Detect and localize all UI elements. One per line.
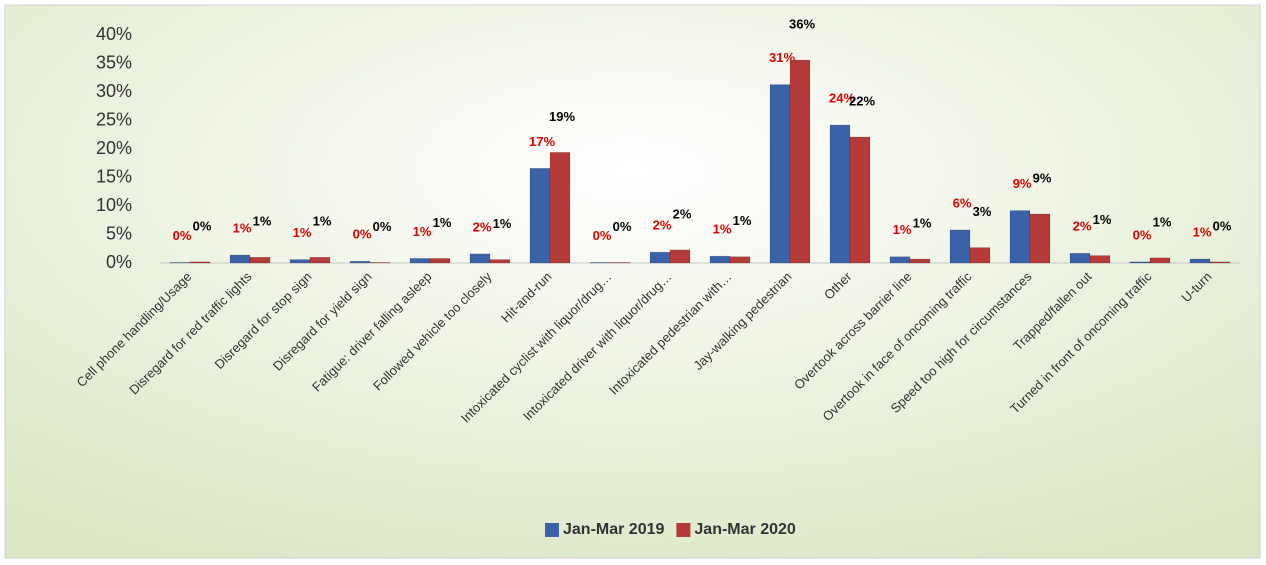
bar bbox=[469, 253, 491, 264]
chart-background bbox=[4, 4, 1261, 559]
data-label: 17% bbox=[529, 134, 555, 149]
bar bbox=[789, 59, 811, 264]
y-tick-label: 15% bbox=[96, 166, 132, 186]
bar bbox=[649, 251, 671, 264]
y-tick-label: 40% bbox=[96, 24, 132, 44]
data-label: 1% bbox=[413, 224, 432, 239]
bar bbox=[1129, 261, 1151, 264]
bar bbox=[289, 259, 311, 264]
bar bbox=[669, 249, 691, 264]
data-label: 2% bbox=[473, 219, 492, 234]
bar bbox=[189, 261, 211, 264]
data-label: 2% bbox=[673, 206, 692, 221]
data-label: 9% bbox=[1013, 176, 1032, 191]
data-label: 1% bbox=[253, 214, 272, 229]
data-label: 1% bbox=[493, 216, 512, 231]
data-label: 1% bbox=[913, 215, 932, 230]
y-tick-label: 20% bbox=[96, 138, 132, 158]
bar bbox=[549, 152, 571, 264]
data-label: 6% bbox=[953, 195, 972, 210]
legend-swatch bbox=[676, 523, 691, 537]
bar bbox=[829, 124, 851, 264]
y-tick-label: 5% bbox=[106, 223, 132, 243]
data-label: 22% bbox=[849, 93, 875, 108]
data-label: 1% bbox=[893, 222, 912, 237]
data-label: 24% bbox=[829, 90, 855, 105]
bar bbox=[769, 84, 791, 264]
bar bbox=[1089, 255, 1111, 264]
y-tick-label: 10% bbox=[96, 195, 132, 215]
bar bbox=[709, 255, 731, 264]
data-label: 0% bbox=[1213, 218, 1232, 233]
data-label: 36% bbox=[789, 17, 815, 32]
y-tick-label: 0% bbox=[106, 252, 132, 272]
data-label: 0% bbox=[193, 218, 212, 233]
bar bbox=[429, 258, 451, 264]
data-label: 2% bbox=[1073, 219, 1092, 234]
data-label: 1% bbox=[293, 225, 312, 240]
data-label: 0% bbox=[613, 219, 632, 234]
bar bbox=[849, 136, 871, 264]
y-tick-label: 35% bbox=[96, 52, 132, 72]
data-label: 1% bbox=[433, 215, 452, 230]
data-label: 1% bbox=[1153, 214, 1172, 229]
bar bbox=[969, 247, 991, 264]
legend-label: Jan-Mar 2020 bbox=[694, 521, 795, 538]
data-label: 0% bbox=[353, 227, 372, 242]
bar bbox=[369, 262, 391, 264]
bar bbox=[1189, 258, 1211, 264]
bar bbox=[309, 257, 331, 264]
bar bbox=[729, 256, 751, 264]
bar bbox=[1209, 261, 1231, 264]
bar bbox=[229, 254, 251, 264]
data-label: 0% bbox=[173, 228, 192, 243]
bar bbox=[529, 168, 551, 264]
data-label: 1% bbox=[713, 222, 732, 237]
bar bbox=[609, 262, 631, 264]
data-label: 3% bbox=[973, 204, 992, 219]
legend-swatch bbox=[545, 523, 559, 537]
bar bbox=[1149, 257, 1171, 264]
data-label: 0% bbox=[1133, 227, 1152, 242]
bar bbox=[909, 258, 931, 264]
data-label: 9% bbox=[1033, 170, 1052, 185]
bar bbox=[349, 261, 371, 264]
data-label: 19% bbox=[549, 109, 575, 124]
data-label: 0% bbox=[373, 219, 392, 234]
y-tick-label: 25% bbox=[96, 109, 132, 129]
data-label: 2% bbox=[653, 218, 672, 233]
data-label: 0% bbox=[593, 228, 612, 243]
bar bbox=[889, 256, 911, 264]
bar bbox=[589, 262, 611, 264]
data-label: 31% bbox=[769, 50, 795, 65]
bar bbox=[949, 229, 971, 264]
data-label: 1% bbox=[313, 214, 332, 229]
bar bbox=[1069, 253, 1091, 264]
data-label: 1% bbox=[733, 213, 752, 228]
data-label: 1% bbox=[1093, 212, 1112, 227]
bar bbox=[1029, 213, 1051, 264]
bar bbox=[249, 257, 271, 264]
data-label: 1% bbox=[1193, 224, 1212, 239]
bar bbox=[1009, 210, 1031, 264]
bar bbox=[169, 262, 191, 264]
legend-label: Jan-Mar 2019 bbox=[563, 521, 664, 538]
data-label: 1% bbox=[233, 220, 252, 235]
bar bbox=[489, 259, 511, 264]
bar bbox=[409, 258, 431, 264]
y-tick-label: 30% bbox=[96, 81, 132, 101]
